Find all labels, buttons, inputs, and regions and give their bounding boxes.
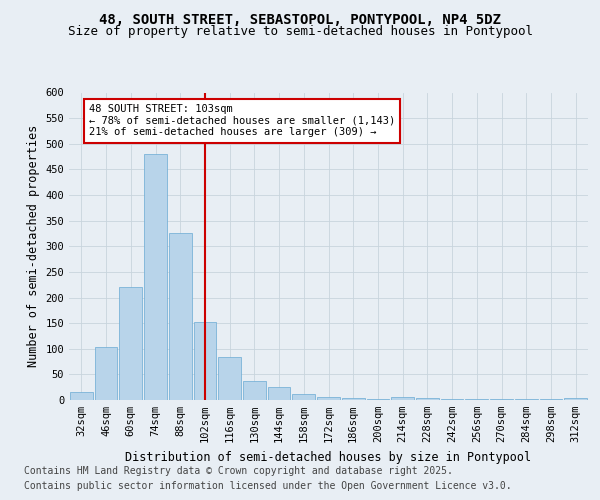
Bar [342,398,365,400]
Bar [367,399,389,400]
Text: 48 SOUTH STREET: 103sqm
← 78% of semi-detached houses are smaller (1,143)
21% of: 48 SOUTH STREET: 103sqm ← 78% of semi-de… [89,104,395,138]
Text: Contains HM Land Registry data © Crown copyright and database right 2025.: Contains HM Land Registry data © Crown c… [24,466,453,476]
Bar [144,154,167,400]
Bar [416,398,439,400]
Bar [268,387,290,400]
Bar [218,357,241,400]
Bar [317,397,340,400]
Bar [119,287,142,400]
Bar [292,394,315,400]
Text: Contains public sector information licensed under the Open Government Licence v3: Contains public sector information licen… [24,481,512,491]
Bar [169,234,191,400]
Bar [441,399,463,400]
Bar [391,398,414,400]
Bar [564,398,587,400]
Bar [194,322,216,400]
X-axis label: Distribution of semi-detached houses by size in Pontypool: Distribution of semi-detached houses by … [125,450,532,464]
Bar [243,381,266,400]
Text: 48, SOUTH STREET, SEBASTOPOL, PONTYPOOL, NP4 5DZ: 48, SOUTH STREET, SEBASTOPOL, PONTYPOOL,… [99,12,501,26]
Text: Size of property relative to semi-detached houses in Pontypool: Size of property relative to semi-detach… [67,25,533,38]
Bar [95,347,118,400]
Bar [466,399,488,400]
Bar [70,392,93,400]
Y-axis label: Number of semi-detached properties: Number of semi-detached properties [27,125,40,368]
